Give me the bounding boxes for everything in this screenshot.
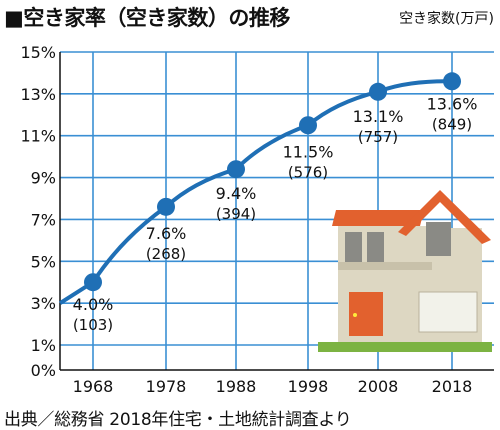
data-label: 11.5%	[283, 142, 334, 161]
unit-note: 空き家数(万戸)	[399, 11, 494, 27]
data-point	[227, 160, 245, 179]
house-window	[345, 232, 362, 262]
house-window	[426, 222, 451, 256]
y-tick-label: 5%	[31, 252, 56, 271]
house-window	[418, 291, 478, 333]
x-tick-label: 1998	[288, 377, 329, 396]
data-label: 7.6%	[146, 224, 187, 243]
count-label: (849)	[432, 115, 472, 133]
y-tick-label: 9%	[31, 169, 56, 188]
house-roof-left	[332, 210, 424, 226]
house-window	[367, 232, 384, 262]
y-tick-label: 1%	[31, 336, 56, 355]
count-label: (576)	[288, 163, 328, 181]
x-tick-label: 2018	[432, 377, 473, 396]
data-point	[299, 116, 317, 135]
house-illustration	[318, 190, 492, 352]
count-label: (268)	[146, 245, 186, 263]
x-tick-label: 2008	[358, 377, 399, 396]
data-points	[84, 72, 461, 292]
data-point	[443, 72, 461, 91]
data-label: 13.6%	[427, 94, 478, 113]
house-roof-right	[398, 190, 491, 244]
tick-labels: 15% 13% 11% 9% 7% 5% 3% 1% 0% 1968 1978 1988 1998 200…	[20, 43, 472, 396]
y-tick-label: 7%	[31, 210, 56, 229]
y-tick-label: 3%	[31, 294, 56, 313]
x-tick-label: 1978	[146, 377, 187, 396]
house-balcony	[338, 262, 432, 270]
y-tick-label: 15%	[20, 43, 56, 62]
x-tick-label: 1968	[73, 377, 114, 396]
door-knob	[353, 313, 357, 317]
data-label: 9.4%	[216, 184, 257, 203]
data-label: 4.0%	[73, 295, 114, 314]
chart-title: ■空き家率（空き家数）の推移	[4, 6, 290, 30]
house-grass	[318, 342, 492, 352]
count-label: (394)	[216, 205, 256, 223]
y-tick-label: 0%	[31, 361, 56, 380]
count-label: (757)	[358, 128, 398, 146]
data-point	[84, 273, 102, 292]
y-tick-label: 13%	[20, 85, 56, 104]
source-note: 出典／総務省 2018年住宅・土地統計調査より	[4, 410, 352, 430]
data-point	[369, 82, 387, 101]
count-label: (103)	[73, 316, 113, 334]
data-point	[157, 197, 175, 216]
data-label: 13.1%	[353, 107, 404, 126]
data-labels: 4.0% (103) 7.6% (268) 9.4% (394) 11.5% (576) 13.…	[73, 94, 478, 334]
y-tick-label: 11%	[20, 127, 56, 146]
x-tick-label: 1988	[216, 377, 257, 396]
axes	[59, 52, 494, 371]
